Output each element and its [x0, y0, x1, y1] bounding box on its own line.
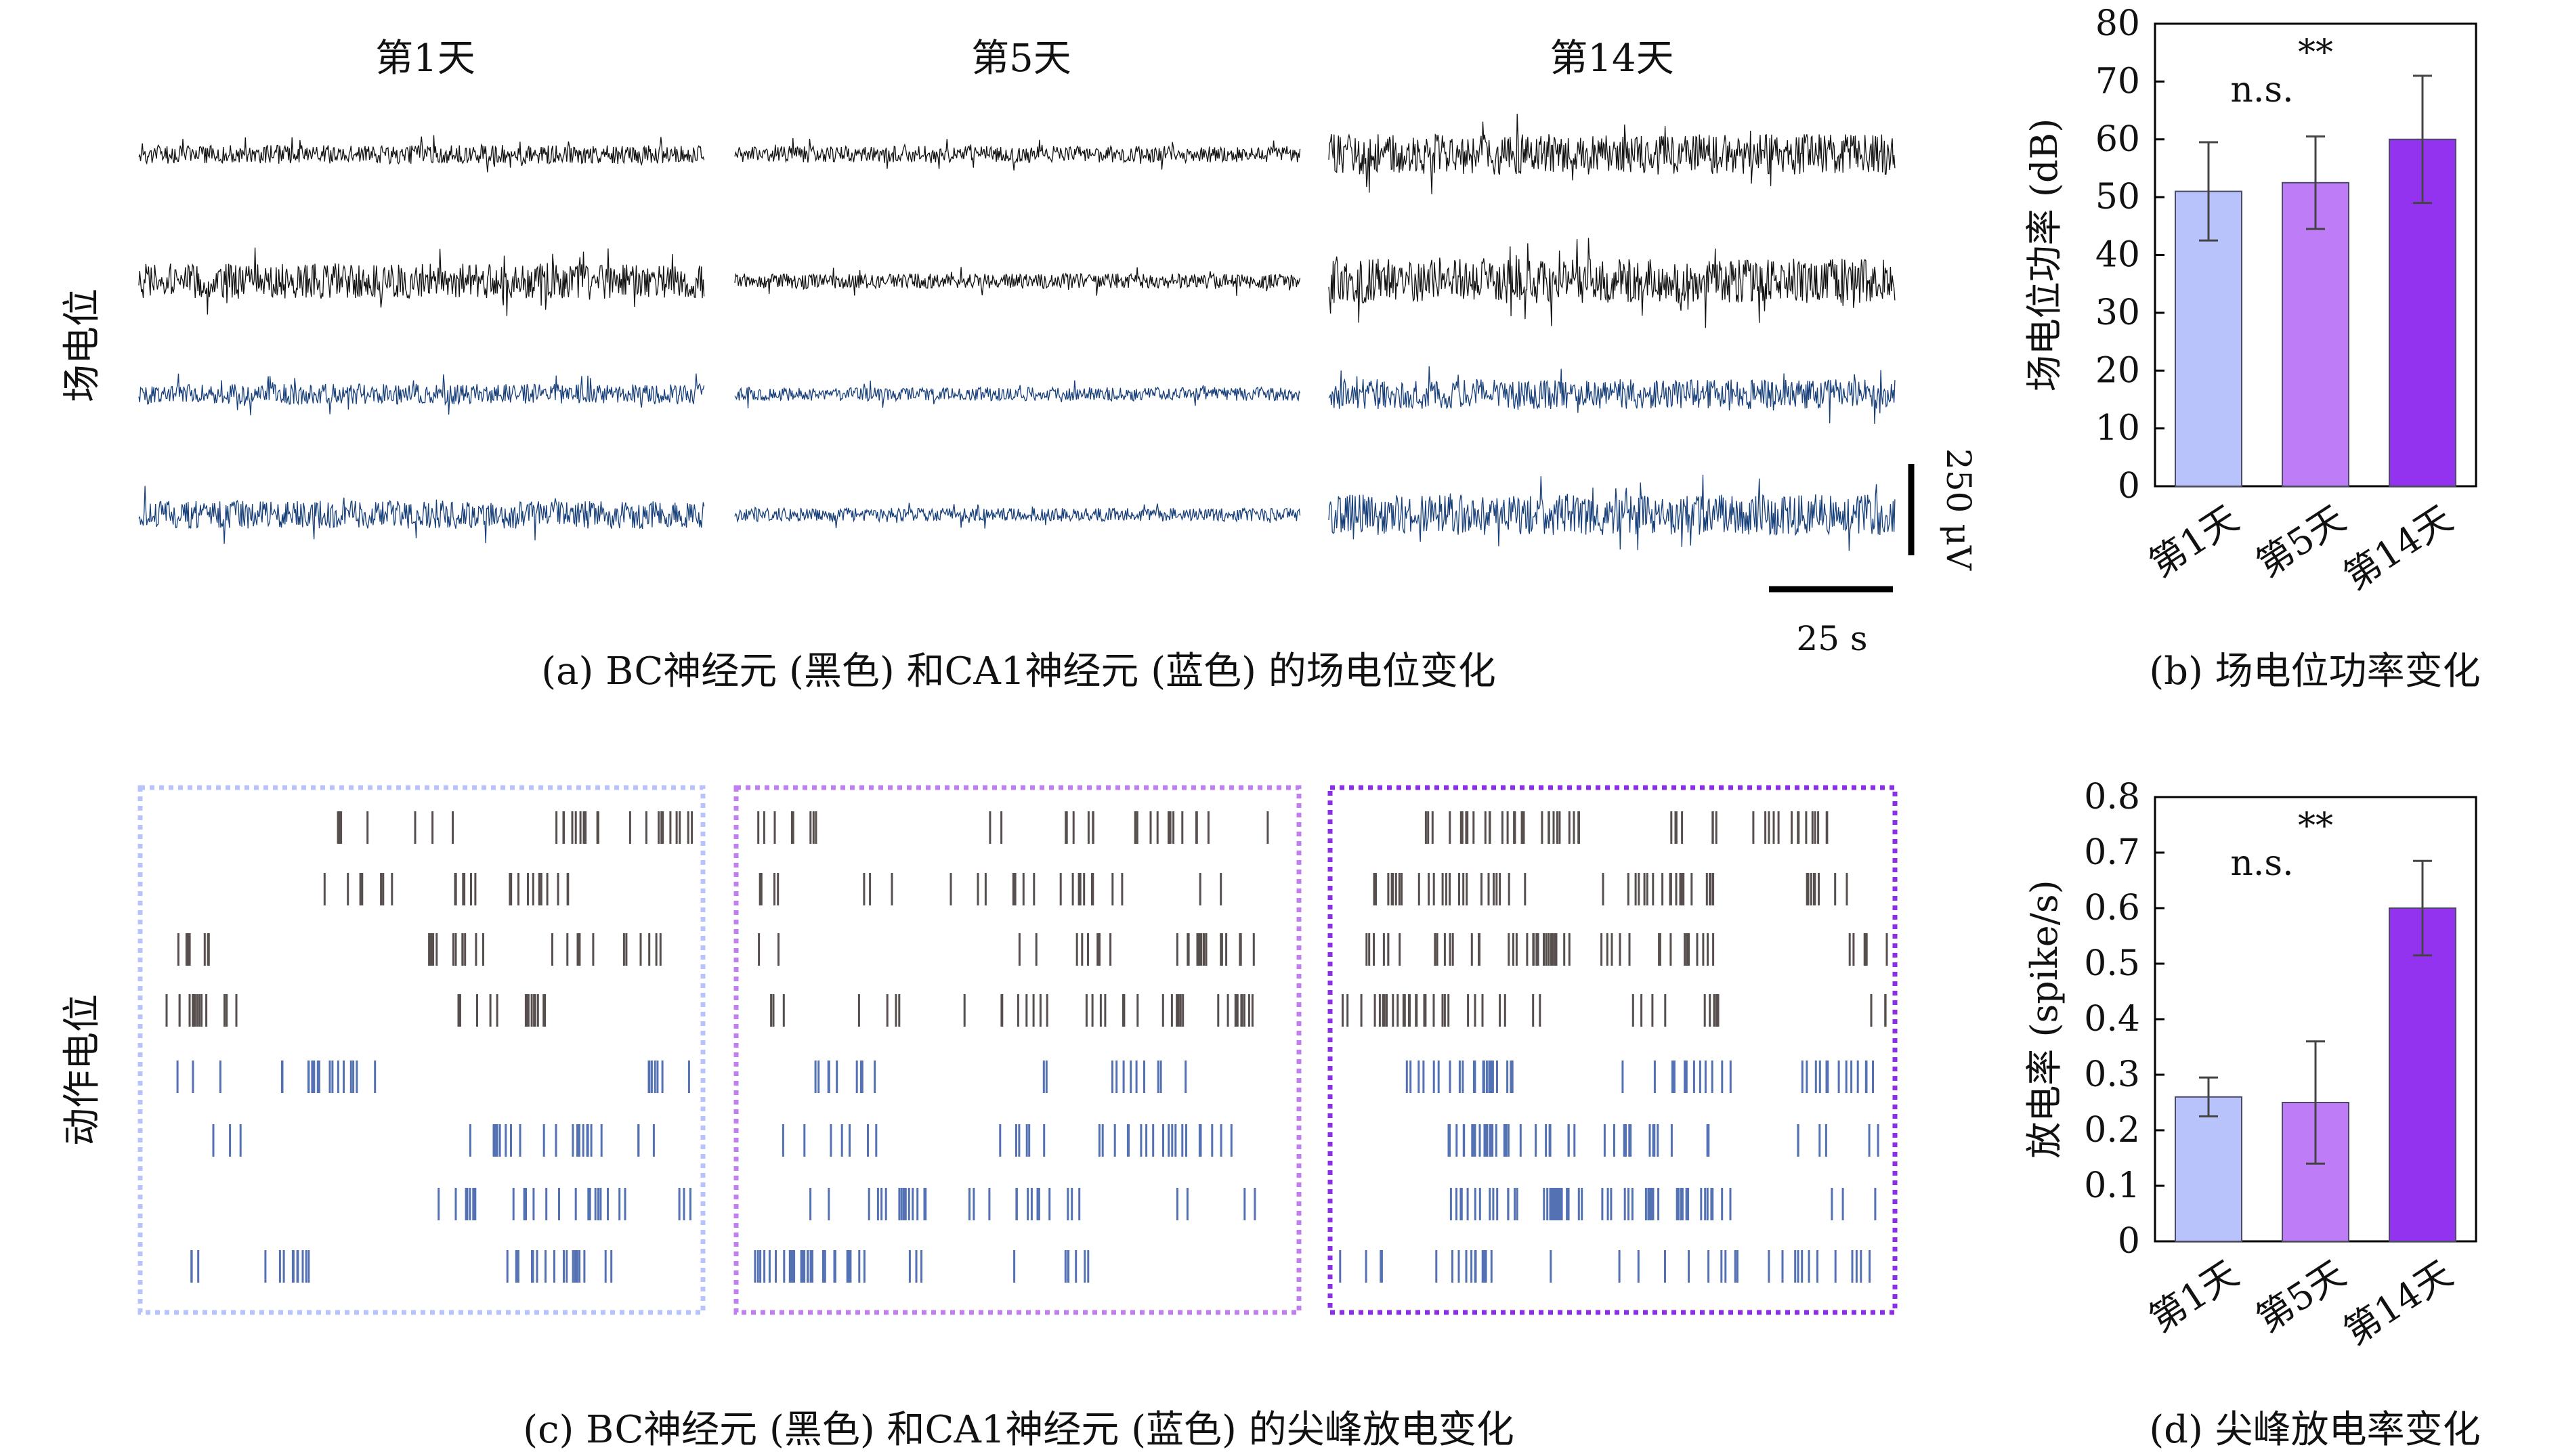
chart-d-ytick-label: 0.2 [2084, 1110, 2140, 1151]
chart-b-ytick-label: 30 [2095, 293, 2140, 333]
chart-b-ytick-label: 20 [2095, 350, 2140, 391]
field-potential-trace [138, 247, 705, 316]
field-potential-traces [138, 113, 1896, 551]
spike-raster-row [758, 933, 1255, 966]
spike-raster-row [1373, 873, 1848, 905]
spike-raster-row [438, 1188, 691, 1220]
field-potential-trace [734, 380, 1301, 408]
chart-b-ytick-label: 60 [2095, 119, 2140, 160]
spike-raster-row [754, 1250, 1090, 1283]
chart-d-ytick-label: 0.5 [2084, 943, 2140, 984]
field-potential-trace [1328, 113, 1896, 194]
spike-rasters [137, 785, 1898, 1315]
spike-raster-row [176, 1061, 690, 1093]
chart-d-error-bar [2413, 859, 2432, 957]
chart-d-ytick-label: 0 [2118, 1221, 2140, 1262]
spike-raster-row [1447, 1124, 1879, 1157]
chart-d-ylabel: 放电率 (spike/s) [2023, 880, 2066, 1158]
chart-d-sig-label: ** [2298, 806, 2333, 847]
chart-d-ytick-label: 0.1 [2084, 1165, 2140, 1206]
field-potential-trace [734, 137, 1301, 171]
chart-d-error-bar [2199, 1076, 2218, 1117]
chart-d-bar [2175, 1096, 2242, 1243]
caption-d: (d) 尖峰放电率变化 [2149, 1408, 2480, 1452]
chart-d-category-label: 第5天 [2248, 1252, 2353, 1340]
chart-firing-rate: 放电率 (spike/s) n.s. ** (d) 尖峰放电率变化 0 0.1 0.… [2023, 777, 2481, 1452]
spike-raster-row [1405, 1061, 1874, 1093]
chart-d-ytick-label: 0.7 [2084, 832, 2140, 873]
chart-d-ytick-label: 0.8 [2084, 777, 2140, 817]
col-header-day1: 第1天 [375, 37, 475, 81]
scale-label-voltage: 250 μV [1939, 448, 1978, 571]
spike-raster-row [757, 811, 1269, 844]
chart-b-ytick-label: 50 [2095, 177, 2140, 217]
chart-b-ytick-label: 40 [2095, 235, 2140, 276]
spike-raster-row [337, 811, 694, 844]
field-potential-trace [138, 135, 705, 173]
field-potential-trace [138, 373, 705, 416]
chart-b-ytick-label: 70 [2095, 61, 2140, 102]
raster-day-box [137, 785, 706, 1315]
spike-raster-row [1339, 1250, 1871, 1283]
field-potential-trace [734, 267, 1301, 296]
scale-label-time: 25 s [1796, 619, 1867, 658]
chart-d-ytick-label: 0.3 [2084, 1054, 2140, 1095]
col-header-day5: 第5天 [971, 37, 1071, 81]
panel-c-spike-raster: 动作电位 (c) BC神经元 (黑色) 和CA1神经元 (蓝色) 的尖峰放电变化 [60, 785, 1898, 1452]
field-potential-trace [1328, 238, 1896, 328]
spike-raster-row [1424, 811, 1829, 844]
chart-b-ns-label: n.s. [2230, 70, 2293, 110]
chart-b-error-bar [2306, 135, 2325, 230]
chart-field-potential-power: 场电位功率 (dB) n.s. ** (b) 场电位功率变化 0 10 20 30 40… [2023, 3, 2481, 693]
chart-d-category-label: 第14天 [2337, 1252, 2460, 1353]
row-label-field-potential: 场电位 [60, 288, 104, 402]
chart-b-ytick-label: 0 [2118, 466, 2140, 507]
chart-b-bar [2282, 181, 2349, 487]
field-potential-trace [138, 486, 705, 544]
chart-b-category-label: 第5天 [2248, 497, 2353, 585]
spike-raster-row [323, 873, 570, 905]
chart-b-category-label: 第1天 [2141, 497, 2246, 585]
chart-b-category-label: 第14天 [2337, 497, 2460, 598]
chart-b-ytick-label: 10 [2095, 408, 2140, 449]
spike-raster-row [770, 994, 1254, 1027]
chart-b-error-bar [2413, 74, 2432, 205]
chart-d-bar [2389, 907, 2456, 1242]
spike-raster-row [165, 994, 547, 1027]
chart-d-error-bar [2306, 1040, 2325, 1165]
chart-d-category-label: 第1天 [2141, 1252, 2246, 1340]
raster-day-box [733, 785, 1302, 1315]
spike-raster-row [782, 1124, 1233, 1157]
row-label-action-potential: 动作电位 [60, 994, 104, 1146]
chart-d-ytick-label: 0.4 [2084, 999, 2140, 1040]
panel-a-field-potential: 第1天 第5天 第14天 场电位 250 μV 25 s (a) BC神经元 (… [60, 37, 1978, 693]
spike-raster-row [1342, 994, 1887, 1027]
spike-raster-row [1365, 933, 1888, 966]
raster-day-box [1327, 785, 1898, 1315]
chart-d-ns-label: n.s. [2230, 843, 2293, 884]
field-potential-trace [1328, 366, 1896, 425]
chart-b-error-bar [2199, 141, 2218, 242]
spike-raster-row [177, 933, 662, 966]
spike-raster-row [814, 1061, 1187, 1093]
caption-b: (b) 场电位功率变化 [2149, 649, 2480, 693]
spike-raster-row [759, 873, 1222, 905]
chart-b-ylabel: 场电位功率 (dB) [2023, 119, 2066, 392]
spike-raster-row [212, 1124, 655, 1157]
field-potential-trace [1328, 475, 1896, 551]
spike-raster-row [809, 1188, 1256, 1220]
spike-raster-row [190, 1250, 613, 1283]
spike-raster-row [1449, 1188, 1877, 1220]
caption-a: (a) BC神经元 (黑色) 和CA1神经元 (蓝色) 的场电位变化 [541, 649, 1495, 693]
chart-b-sig-label: ** [2298, 33, 2333, 73]
caption-c: (c) BC神经元 (黑色) 和CA1神经元 (蓝色) 的尖峰放电变化 [523, 1408, 1514, 1452]
col-header-day14: 第14天 [1550, 37, 1673, 81]
chart-b-ytick-label: 80 [2095, 3, 2140, 44]
field-potential-trace [734, 502, 1301, 529]
chart-d-ytick-label: 0.6 [2084, 888, 2140, 928]
